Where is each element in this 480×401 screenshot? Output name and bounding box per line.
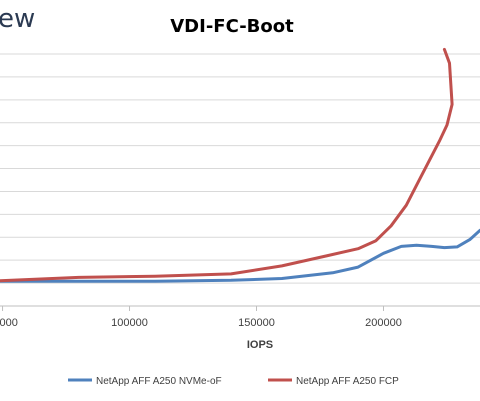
chart-title: VDI-FC-Boot (170, 16, 294, 37)
x-tick-label: 200000 (365, 317, 402, 329)
legend-label: NetApp AFF A250 FCP (296, 376, 399, 387)
legend-label: NetApp AFF A250 NVMe-oF (96, 376, 222, 387)
x-tick-label: 100000 (111, 317, 148, 329)
series-line-2 (0, 47, 454, 283)
series-lines (0, 47, 480, 283)
x-tick-label: 150000 (238, 317, 275, 329)
legend: NetApp AFF A250 NVMe-oF NetApp AFF A250 F… (68, 376, 399, 387)
x-tick-label: 50000 (0, 317, 18, 329)
x-axis-label: IOPS (247, 339, 273, 351)
brand-logo-fragment: ew (0, 4, 36, 34)
x-tick-labels: 50000 100000 150000 200000 (0, 306, 402, 329)
series-line-1 (0, 228, 480, 283)
gridlines (0, 53, 480, 284)
